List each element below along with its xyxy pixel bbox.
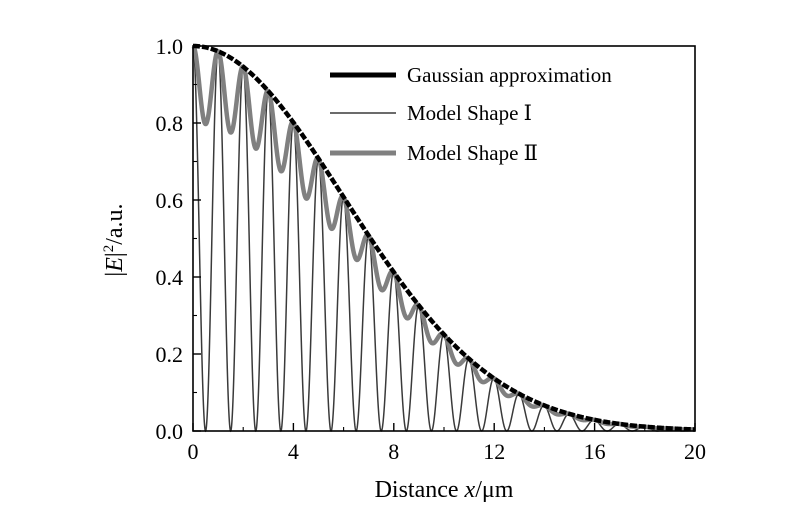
x-tick-label: 20 (684, 439, 706, 464)
x-tick-label: 12 (483, 439, 505, 464)
x-tick-label: 8 (388, 439, 399, 464)
legend: Gaussian approximation Model Shape Ⅰ Mod… (330, 63, 612, 165)
y-tick-label: 0.6 (156, 188, 184, 213)
x-tick-label: 16 (584, 439, 606, 464)
legend-label-model-shape-1: Model Shape Ⅰ (407, 101, 532, 125)
y-axis: 0.0 0.2 0.4 0.6 0.8 1.0 (156, 34, 201, 444)
series-gaussian-line (192, 43, 696, 432)
x-tick-label: 0 (188, 439, 199, 464)
y-tick-label: 1.0 (156, 34, 184, 59)
x-axis-title: Distance x/μm (375, 477, 514, 503)
x-axis: 0 4 8 12 16 20 (188, 423, 706, 464)
y-tick-label: 0.0 (156, 419, 184, 444)
y-tick-label: 0.2 (156, 342, 184, 367)
legend-label-gaussian: Gaussian approximation (407, 63, 612, 87)
y-axis-title: |E|2/a.u. (101, 203, 128, 276)
y-tick-label: 0.4 (156, 265, 184, 290)
plot-area (190, 43, 698, 433)
y-tick-label: 0.8 (156, 111, 184, 136)
legend-label-model-shape-2: Model Shape Ⅱ (407, 141, 538, 165)
x-tick-label: 4 (288, 439, 299, 464)
